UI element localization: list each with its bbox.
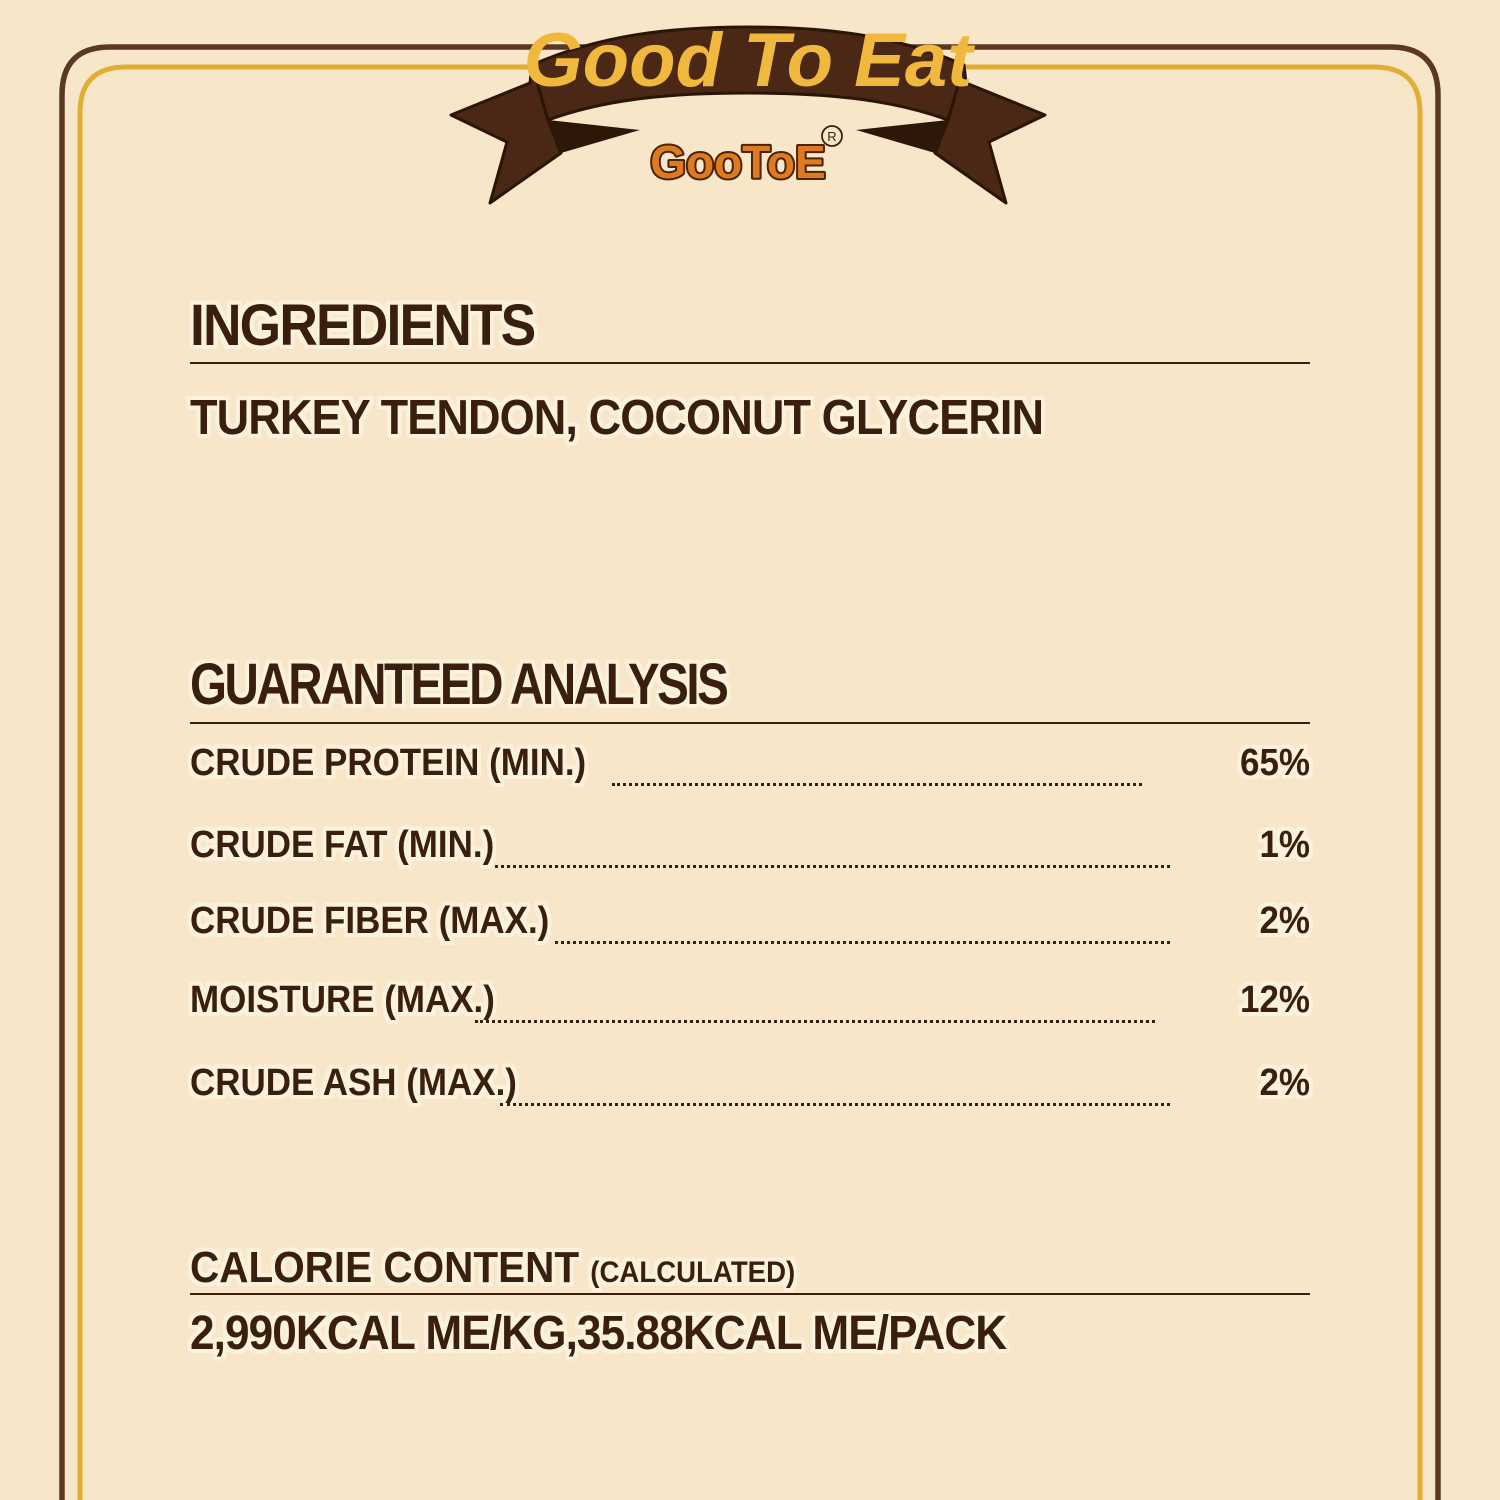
svg-text:R: R (827, 129, 836, 144)
svg-text:GooToE: GooToE (650, 136, 825, 188)
